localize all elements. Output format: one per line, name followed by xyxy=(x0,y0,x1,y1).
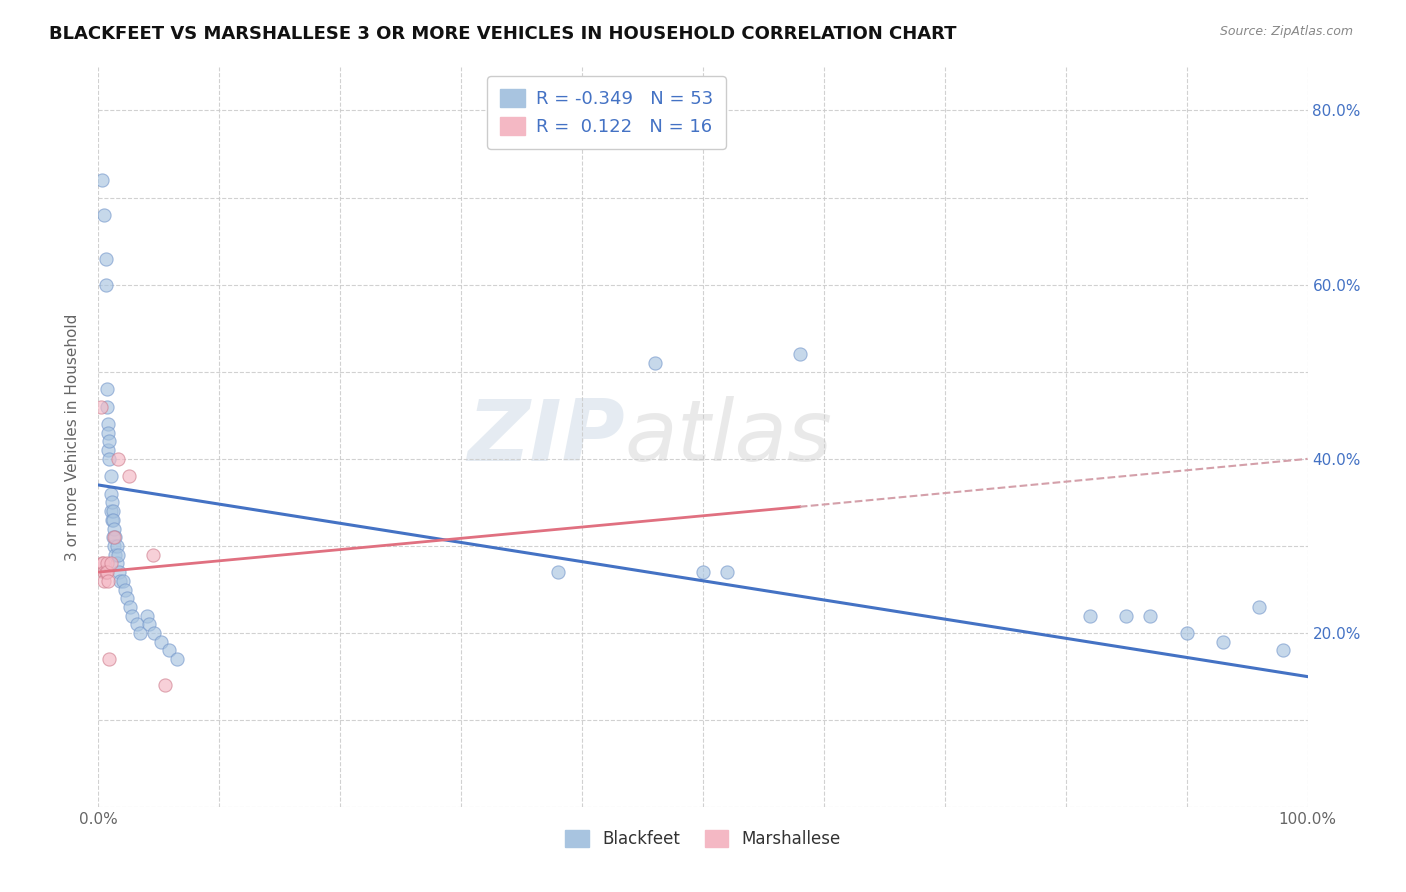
Point xyxy=(692,565,714,579)
Point xyxy=(107,451,129,466)
Point xyxy=(142,548,165,562)
Legend: Blackfeet, Marshallese: Blackfeet, Marshallese xyxy=(558,823,848,855)
Point xyxy=(644,356,666,370)
Point xyxy=(94,252,117,266)
Point xyxy=(96,400,118,414)
Point xyxy=(91,173,114,187)
Point xyxy=(91,557,114,571)
Point xyxy=(93,208,115,222)
Point xyxy=(96,565,118,579)
Point xyxy=(1272,643,1295,657)
Point xyxy=(105,557,128,571)
Point xyxy=(101,530,124,544)
Point xyxy=(118,599,141,614)
Point xyxy=(157,643,180,657)
Point xyxy=(97,425,120,440)
Point xyxy=(104,530,127,544)
Y-axis label: 3 or more Vehicles in Household: 3 or more Vehicles in Household xyxy=(65,313,80,561)
Point xyxy=(547,565,569,579)
Text: atlas: atlas xyxy=(624,395,832,479)
Point xyxy=(93,565,115,579)
Point xyxy=(121,608,143,623)
Point xyxy=(153,678,176,692)
Point xyxy=(100,557,122,571)
Point xyxy=(1249,599,1271,614)
Point xyxy=(100,486,122,500)
Point xyxy=(114,582,136,597)
Point xyxy=(97,574,120,588)
Point xyxy=(101,504,124,518)
Point xyxy=(127,617,149,632)
Point xyxy=(96,557,118,571)
Point xyxy=(118,469,141,483)
Point xyxy=(108,574,131,588)
Point xyxy=(716,565,738,579)
Point xyxy=(97,443,120,458)
Point xyxy=(94,565,117,579)
Point xyxy=(1139,608,1161,623)
Point xyxy=(91,557,114,571)
Point xyxy=(98,451,121,466)
Point xyxy=(111,574,134,588)
Point xyxy=(96,382,118,396)
Point xyxy=(166,652,188,666)
Point xyxy=(107,548,129,562)
Text: ZIP: ZIP xyxy=(467,395,624,479)
Point xyxy=(100,513,122,527)
Point xyxy=(100,495,122,509)
Text: Source: ZipAtlas.com: Source: ZipAtlas.com xyxy=(1219,25,1353,38)
Point xyxy=(1078,608,1101,623)
Point xyxy=(143,626,166,640)
Point xyxy=(103,530,125,544)
Point xyxy=(90,400,112,414)
Point xyxy=(138,617,160,632)
Point xyxy=(98,652,121,666)
Point xyxy=(98,434,121,449)
Point xyxy=(135,608,157,623)
Point xyxy=(789,347,811,361)
Point xyxy=(93,574,115,588)
Point xyxy=(1115,608,1137,623)
Point xyxy=(117,591,139,606)
Point xyxy=(100,504,122,518)
Point xyxy=(103,539,125,553)
Point xyxy=(101,513,124,527)
Point xyxy=(100,469,122,483)
Point xyxy=(105,539,128,553)
Point xyxy=(128,626,150,640)
Point xyxy=(94,277,117,292)
Point xyxy=(150,634,173,648)
Point xyxy=(104,548,127,562)
Point xyxy=(97,417,120,431)
Point xyxy=(1175,626,1198,640)
Point xyxy=(1212,634,1234,648)
Text: BLACKFEET VS MARSHALLESE 3 OR MORE VEHICLES IN HOUSEHOLD CORRELATION CHART: BLACKFEET VS MARSHALLESE 3 OR MORE VEHIC… xyxy=(49,25,956,43)
Point xyxy=(108,565,131,579)
Point xyxy=(103,522,125,536)
